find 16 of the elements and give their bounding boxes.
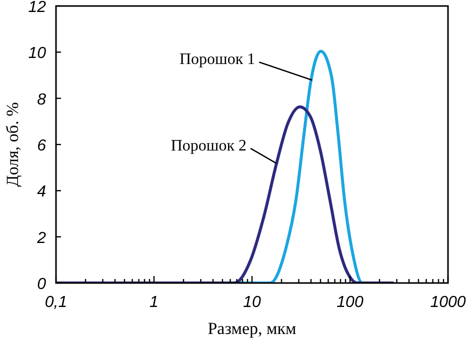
y-tick-label: 6 [37, 138, 46, 154]
y-tick-label: 10 [28, 45, 46, 62]
annotation: Порошок 2 [170, 137, 247, 154]
x-tick-label: 1 [150, 294, 158, 311]
annotation: Порошок 1 [180, 51, 256, 68]
y-tick-label: 8 [37, 91, 46, 108]
y-tick-label: 4 [37, 184, 46, 201]
y-tick-label: 12 [28, 0, 46, 16]
x-tick-label: 0,1 [44, 294, 68, 311]
x-tick-label: 1000 [430, 294, 466, 311]
x-tick-label: 100 [336, 294, 364, 311]
y-axis-title: Доля, об. % [3, 102, 22, 187]
x-tick-label: 10 [243, 294, 261, 311]
x-axis-title: Размер, мкм [208, 319, 297, 338]
y-tick-label: 2 [36, 230, 46, 247]
y-tick-label: 0 [37, 276, 46, 293]
